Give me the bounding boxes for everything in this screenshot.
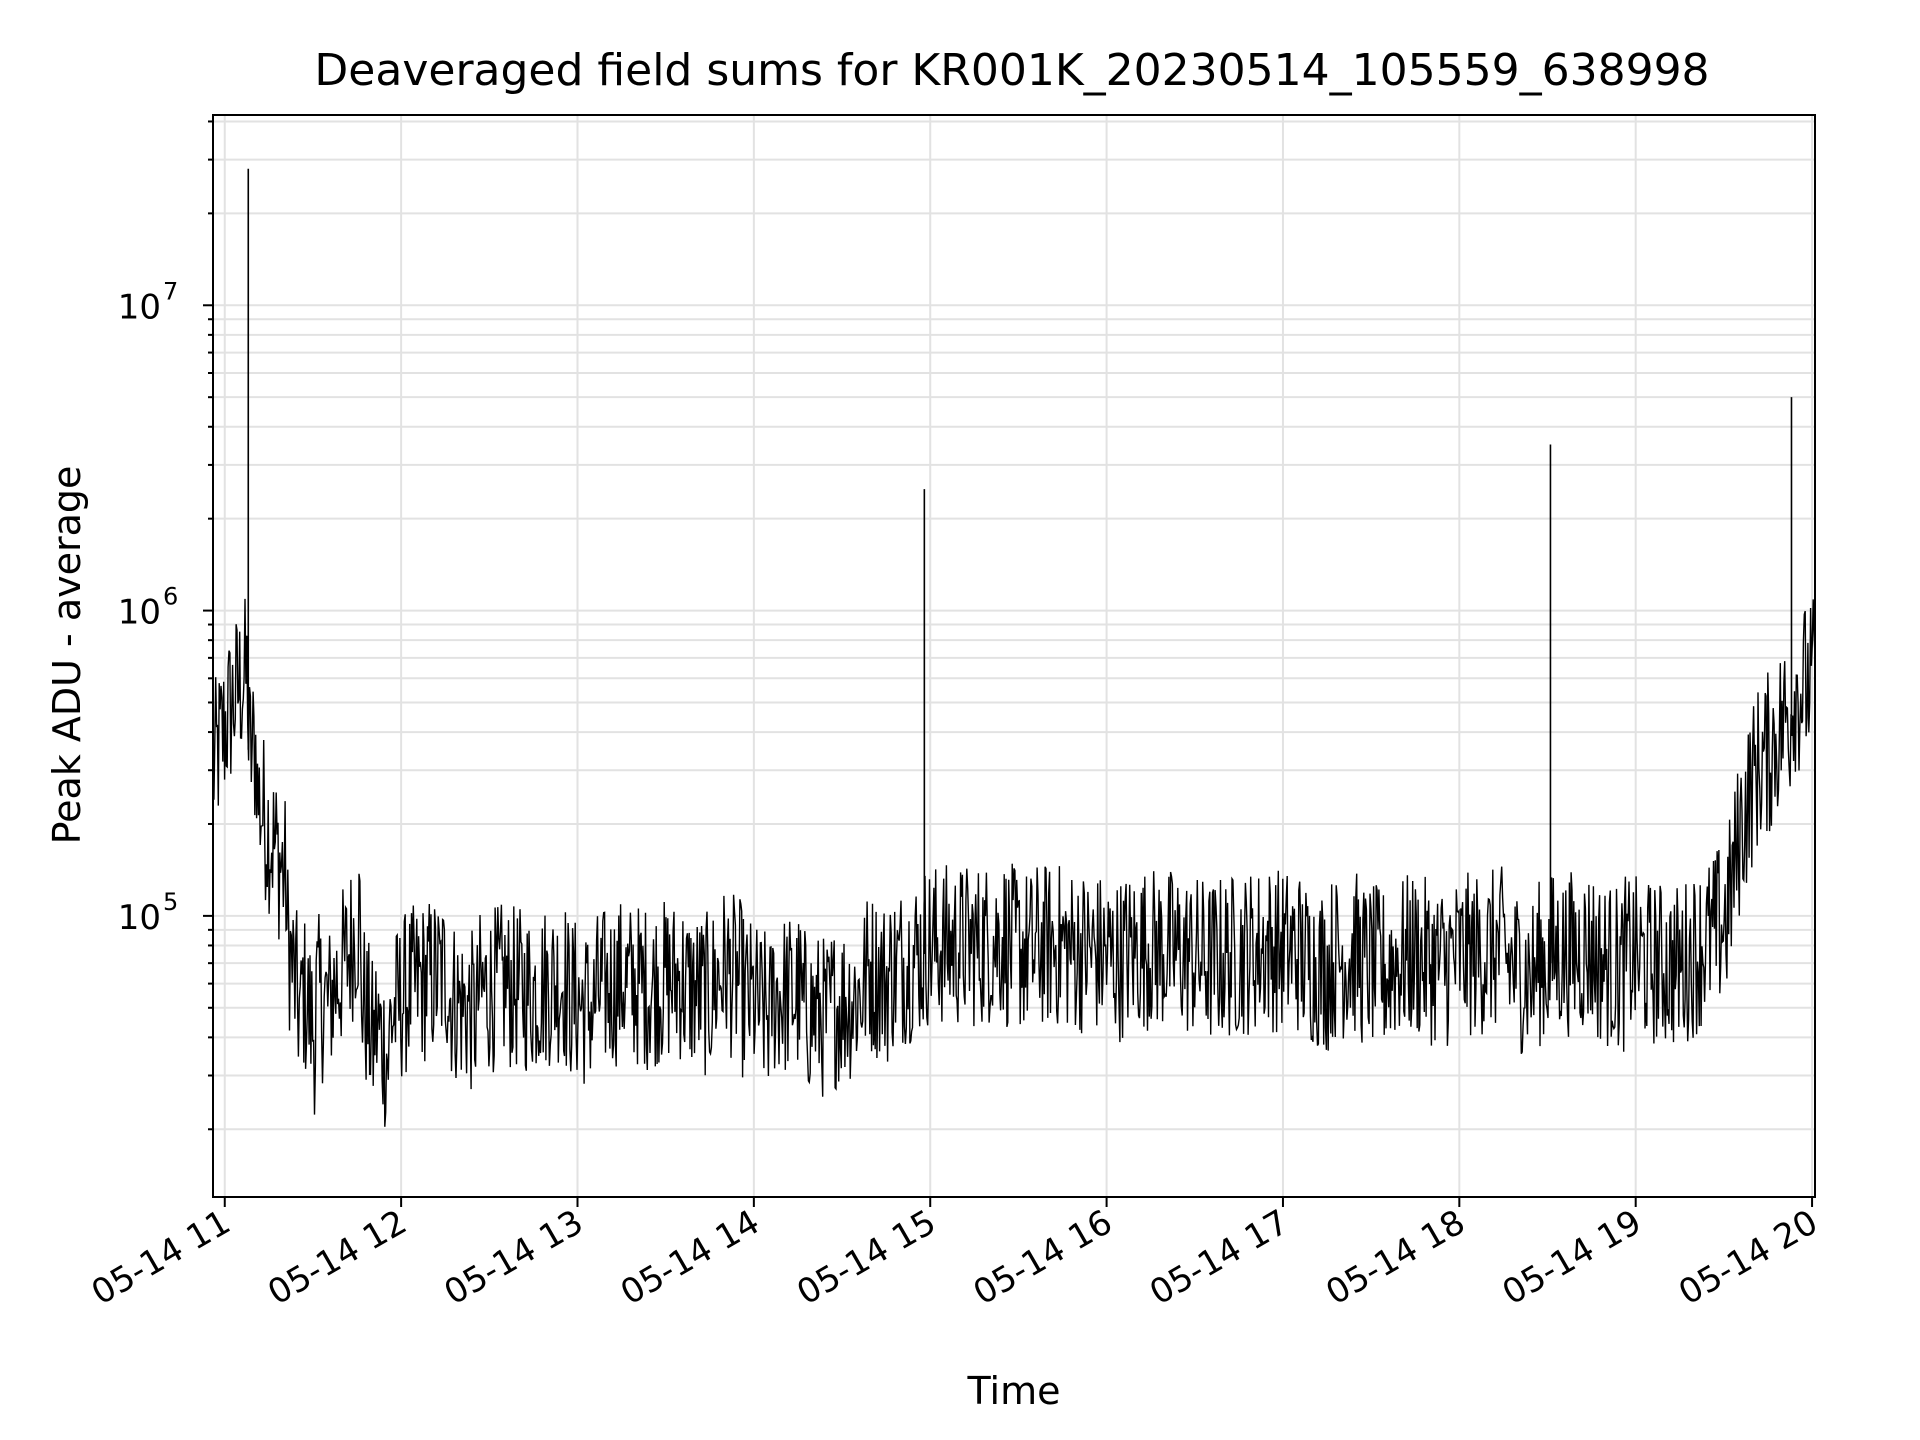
x-axis-label: Time [967, 1369, 1061, 1413]
y-tick-label-base: 10 [118, 593, 161, 633]
y-tick-label: 10 5 [118, 888, 179, 938]
y-tick-label-base: 10 [118, 287, 161, 327]
y-tick-label-exponent: 5 [163, 888, 178, 916]
y-tick-label-exponent: 7 [163, 277, 178, 305]
plot-frame [212, 114, 1816, 1198]
chart-title: Deaveraged field sums for KR001K_2023051… [314, 45, 1709, 96]
y-tick-label: 10 6 [118, 583, 179, 633]
series-group [212, 168, 1816, 1127]
y-tick-label-base: 10 [118, 898, 161, 938]
y-tick-label: 10 7 [118, 277, 179, 327]
series-line [212, 598, 1816, 1127]
y-tick-label-exponent: 6 [163, 583, 178, 611]
y-axis-label: Peak ADU - average [45, 466, 89, 845]
